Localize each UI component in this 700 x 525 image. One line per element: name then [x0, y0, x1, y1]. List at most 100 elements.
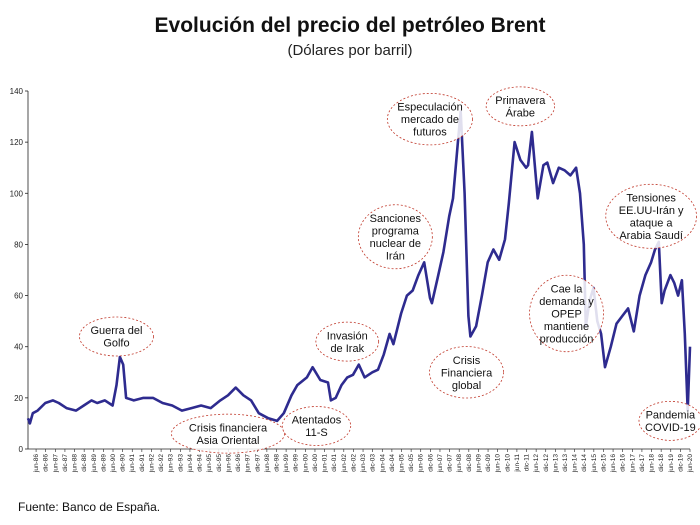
x-tick-label: jun-08 — [456, 454, 463, 473]
x-tick-label: jun-13 — [552, 454, 559, 473]
x-tick-label: jun-15 — [591, 454, 598, 473]
x-tick-label: dic-01 — [331, 454, 338, 472]
annotation-text: Primavera — [495, 95, 546, 107]
x-tick-label: jun-17 — [629, 454, 636, 473]
annotation-ellipse — [638, 400, 700, 441]
x-tick-label: jun-93 — [168, 454, 175, 473]
x-tick-label: dic-87 — [62, 454, 69, 472]
x-tick-label: dic-13 — [562, 454, 569, 472]
annotation-text: Árabe — [506, 107, 535, 120]
x-tick-label: dic-93 — [177, 454, 184, 472]
x-tick-label: jun-11 — [514, 454, 521, 473]
annotation-ellipse — [281, 406, 352, 446]
annotation-ellipse — [79, 316, 154, 357]
y-tick-label: 80 — [14, 240, 23, 249]
annotation-text: Golfo — [103, 338, 129, 350]
annotation-text: Pandemia — [646, 410, 696, 422]
x-tick-label: dic-97 — [254, 454, 261, 472]
x-tick-label: jun-88 — [72, 454, 79, 473]
x-tick-label: jun-86 — [33, 454, 40, 473]
x-tick-label: jun-91 — [129, 454, 136, 473]
x-tick-label: dic-09 — [485, 454, 492, 472]
annotation-text: Tensiones — [626, 193, 676, 205]
annotation-text: OPEP — [551, 308, 582, 320]
x-tick-label: jun-19 — [668, 454, 675, 473]
annotation-text: Atentados — [292, 415, 342, 427]
annotation-ellipse — [315, 321, 380, 362]
x-tick-label: dic-18 — [658, 454, 665, 472]
x-tick-label: jun-96 — [225, 454, 232, 473]
x-tick-label: jun-01 — [322, 454, 329, 473]
x-tick-label: jun-94 — [187, 454, 194, 473]
x-tick-label: dic-15 — [600, 454, 607, 472]
x-tick-label: jun-06 — [418, 454, 425, 473]
y-tick-label: 0 — [19, 445, 24, 454]
x-tick-label: dic-12 — [543, 454, 550, 472]
y-tick-label: 60 — [14, 292, 23, 301]
x-tick-label: dic-96 — [235, 454, 242, 472]
x-tick-label: jun-18 — [649, 454, 656, 473]
x-tick-label: jun-02 — [341, 454, 348, 473]
x-tick-label: dic-89 — [100, 454, 107, 472]
x-tick-label: jun-20 — [687, 454, 694, 473]
annotation-text: Sanciones — [370, 213, 422, 225]
y-tick-label: 120 — [10, 138, 24, 147]
annotation-ellipse — [529, 274, 604, 353]
x-tick-label: dic-07 — [447, 454, 454, 472]
x-tick-label: jun-07 — [437, 454, 444, 473]
annotation-text: producción — [540, 333, 594, 345]
annotation-ellipse — [605, 183, 697, 249]
source-note: Fuente: Banco de España. — [18, 500, 161, 514]
x-tick-label: dic-06 — [427, 454, 434, 472]
y-tick-label: 100 — [10, 189, 24, 198]
annotation-text: nuclear de — [370, 238, 421, 250]
annotation-text: Arabia Saudí — [619, 230, 683, 242]
y-tick-label: 40 — [14, 343, 23, 352]
annotation-text: futuros — [413, 127, 447, 139]
annotation-text: ataque a — [630, 218, 674, 230]
annotation-text: Cae la — [551, 283, 584, 295]
x-tick-label: dic-11 — [524, 454, 531, 472]
x-tick-label: jun-16 — [610, 454, 617, 473]
x-tick-label: dic-19 — [677, 454, 684, 472]
annotation-text: mantiene — [544, 321, 589, 333]
annotation-text: Crisis financiera — [189, 422, 268, 434]
annotation-text: Invasión — [327, 330, 368, 342]
x-tick-label: dic-04 — [389, 454, 396, 472]
x-tick-label: dic-94 — [197, 454, 204, 472]
annotation-text: EE.UU-Irán y — [619, 205, 684, 217]
annotation-text: Irán — [386, 251, 405, 263]
x-tick-label: jun-97 — [245, 454, 252, 473]
annotation-text: COVID-19 — [645, 422, 696, 434]
x-tick-label: dic-92 — [158, 454, 165, 472]
series-line-brent — [26, 110, 692, 425]
y-tick-label: 140 — [10, 87, 24, 96]
x-tick-label: dic-08 — [466, 454, 473, 472]
x-tick-label: dic-03 — [370, 454, 377, 472]
annotation-ellipse — [386, 92, 473, 146]
x-tick-label: dic-91 — [139, 454, 146, 472]
x-tick-label: jun-14 — [572, 454, 579, 473]
x-tick-label: jun-10 — [495, 454, 502, 473]
x-tick-label: dic-05 — [408, 454, 415, 472]
annotation-ellipse — [429, 346, 504, 399]
x-tick-label: jun-89 — [91, 454, 98, 473]
x-tick-label: jun-98 — [264, 454, 271, 473]
chart-title: Evolución del precio del petróleo Brent — [154, 14, 546, 37]
annotation-ellipse — [485, 86, 555, 127]
x-tick-label: dic-88 — [81, 454, 88, 472]
annotation-text: programa — [372, 226, 420, 238]
